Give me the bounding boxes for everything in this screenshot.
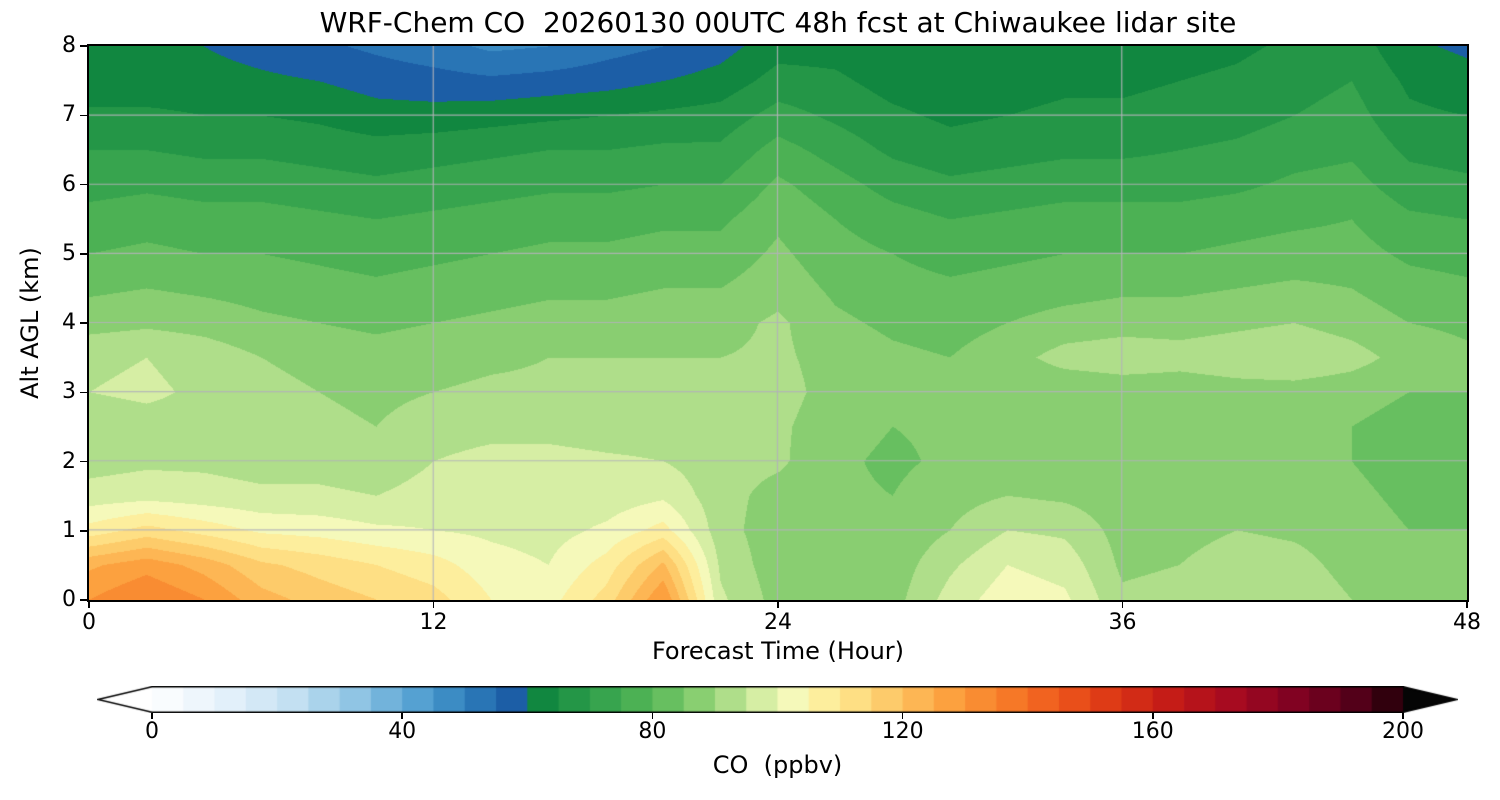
x-tick-mark [432, 602, 435, 608]
y-tick-label: 5 [62, 240, 76, 266]
colorbar-canvas [97, 686, 1458, 713]
colorbar-tick-label: 40 [388, 719, 417, 744]
colorbar-label: CO (ppbv) [712, 751, 843, 779]
y-tick-label: 1 [62, 517, 76, 543]
colorbar-tick-mark [1402, 713, 1404, 719]
y-tick-mark [80, 114, 87, 116]
colorbar-tick-label: 160 [1131, 719, 1174, 744]
y-tick-label: 0 [62, 587, 76, 612]
colorbar-tick-label: 80 [638, 719, 667, 744]
colorbar-tick-mark [1152, 713, 1154, 719]
colorbar-tick-label: 0 [145, 719, 159, 744]
x-tick-mark [1466, 602, 1468, 608]
y-tick-mark [80, 460, 87, 463]
y-tick-label: 8 [62, 33, 76, 58]
x-tick-label: 48 [1453, 610, 1481, 635]
y-tick-label: 7 [62, 102, 76, 128]
chart-title: WRF-Chem CO 20260130 00UTC 48h fcst at C… [319, 6, 1237, 39]
x-tick-mark [1121, 602, 1124, 608]
x-tick-label: 0 [82, 610, 96, 635]
y-tick-mark [80, 599, 87, 601]
colorbar-tick-mark [401, 713, 403, 719]
x-tick-mark [777, 602, 779, 608]
plot-area [87, 44, 1469, 602]
colorbar-tick-mark [651, 713, 654, 719]
y-tick-label: 4 [62, 310, 76, 335]
colorbar-tick-label: 200 [1382, 719, 1424, 744]
x-tick-mark [88, 602, 90, 608]
y-tick-label: 2 [62, 448, 76, 474]
y-tick-mark [80, 183, 87, 186]
y-tick-mark [80, 322, 87, 324]
y-tick-mark [80, 45, 87, 47]
y-tick-label: 3 [62, 379, 76, 405]
x-tick-label: 12 [419, 610, 448, 635]
x-axis-label: Forecast Time (Hour) [651, 637, 905, 665]
colorbar-tick-mark [151, 713, 153, 719]
colorbar-tick-label: 120 [881, 719, 924, 744]
x-tick-label: 24 [764, 610, 792, 635]
colorbar-tick-mark [901, 713, 904, 719]
y-tick-label: 6 [62, 171, 76, 197]
x-tick-label: 36 [1108, 610, 1137, 635]
y-tick-mark [80, 530, 87, 532]
y-tick-mark [80, 253, 87, 255]
contour-plot-canvas [89, 46, 1467, 600]
y-tick-mark [80, 391, 87, 393]
